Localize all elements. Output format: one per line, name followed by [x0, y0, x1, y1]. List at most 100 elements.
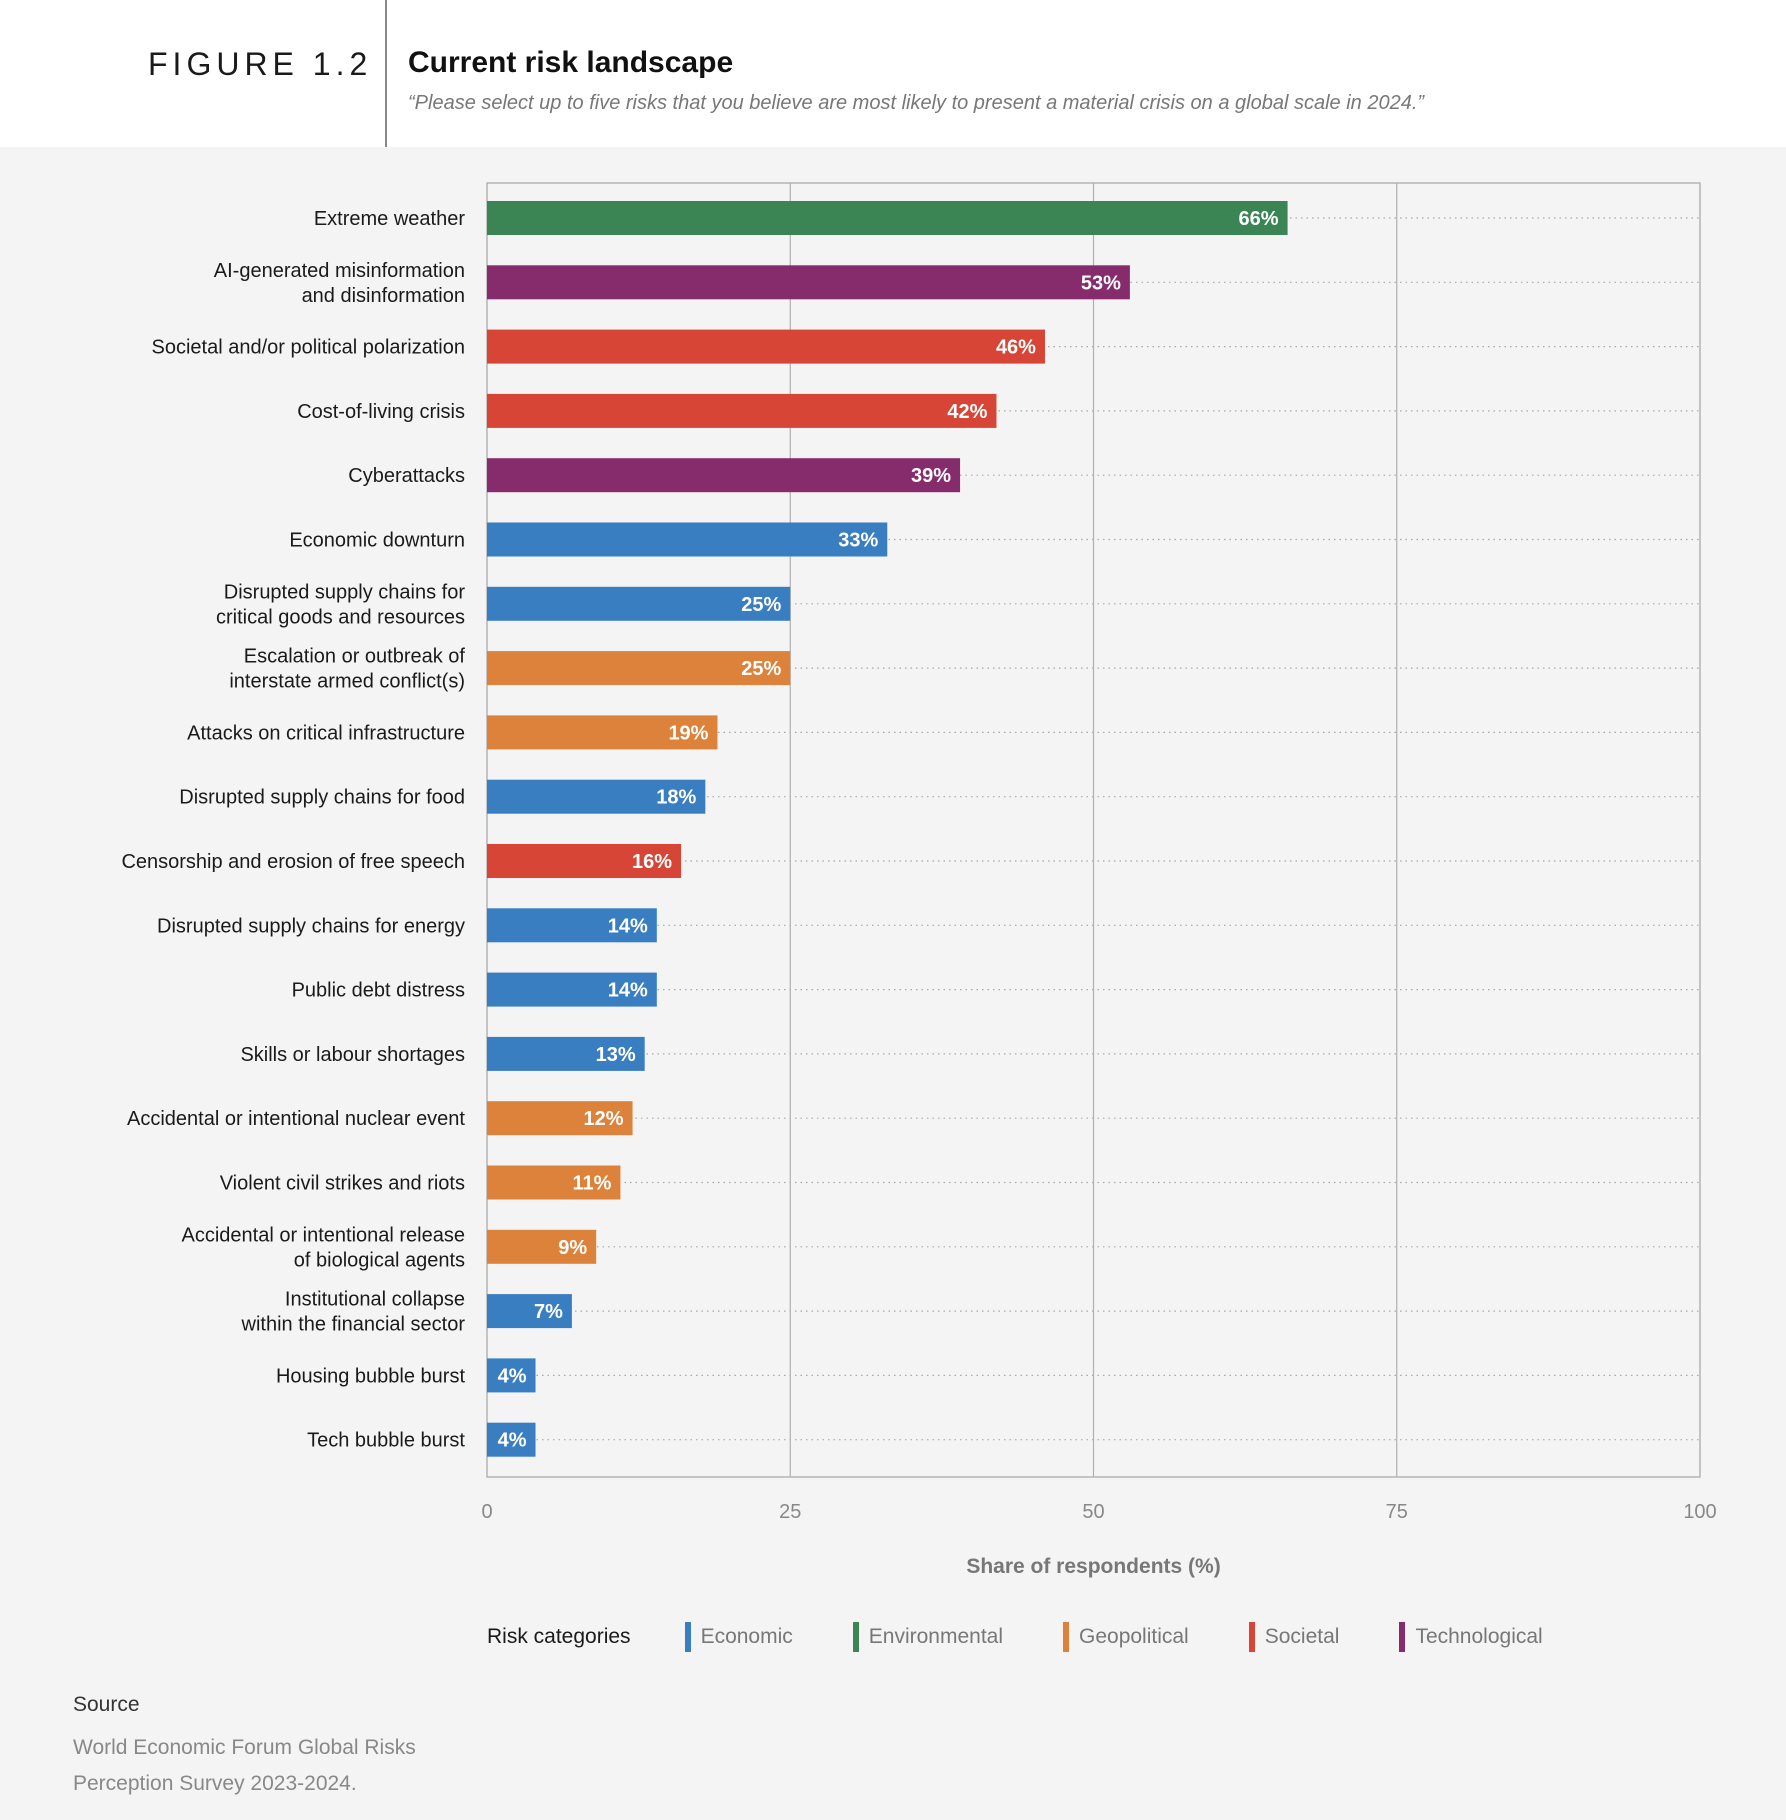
bar	[487, 779, 706, 814]
figure-label: FIGURE 1.2	[148, 46, 373, 82]
category-label: Escalation or outbreak of interstate arme…	[229, 646, 465, 693]
legend-label-technological: Technological	[1415, 1625, 1543, 1648]
category-label-line: Extreme weather	[314, 208, 466, 230]
figure-title: Current risk landscape	[408, 46, 734, 79]
category-label: Housing bubble burst	[276, 1365, 465, 1387]
bar	[487, 1036, 645, 1071]
legend-item-societal: Societal	[1248, 1622, 1340, 1652]
legend-label-geopolitical: Geopolitical	[1079, 1625, 1189, 1648]
category-label-line: Public debt distress	[292, 980, 465, 1002]
legend-swatch-environmental	[852, 1622, 859, 1652]
category-label-line: Disrupted supply chains for food	[179, 787, 465, 809]
bar-value-label: 39%	[911, 465, 951, 487]
category-label-line: Escalation or outbreak of	[244, 646, 466, 668]
category-label: Violent civil strikes and riots	[220, 1173, 465, 1195]
bar-value-label: 14%	[608, 980, 648, 1002]
source-label: Source	[73, 1693, 140, 1716]
category-label-line: Accidental or intentional release	[181, 1224, 465, 1246]
legend-label-societal: Societal	[1264, 1625, 1340, 1648]
figure-header: FIGURE 1.2 Current risk landscape “Pleas…	[0, 0, 1786, 147]
bar-value-label: 25%	[741, 594, 781, 616]
bar	[487, 1358, 536, 1393]
bar-value-label: 14%	[608, 915, 648, 937]
category-label: Attacks on critical infrastructure	[187, 722, 465, 744]
category-label-line: Tech bubble burst	[307, 1430, 465, 1452]
category-label-line: Disrupted supply chains for energy	[157, 915, 465, 937]
bar	[487, 201, 1288, 235]
category-label-line: within the financial sector	[241, 1314, 466, 1336]
bar-value-label: 46%	[996, 337, 1036, 359]
x-tick-label: 100	[1683, 1501, 1716, 1523]
legend-swatch-geopolitical	[1063, 1622, 1069, 1652]
x-tick-label: 25	[779, 1501, 801, 1523]
legend-title: Risk categories	[487, 1625, 631, 1648]
category-label-line: AI-generated misinformation	[214, 260, 465, 282]
bar	[487, 1229, 597, 1264]
category-label: AI-generated misinformation and disinform…	[214, 260, 465, 307]
category-label: Accidental or intentional nuclear event	[127, 1108, 465, 1130]
bar-value-label: 19%	[668, 722, 708, 744]
category-label: Disrupted supply chains for energy	[157, 915, 465, 937]
category-label-line: Societal and/or political polarization	[151, 337, 465, 359]
category-label: Disrupted supply chains for food	[179, 787, 465, 809]
bar-value-label: 13%	[596, 1044, 636, 1066]
category-label: Institutional collapse within the financi…	[241, 1289, 466, 1336]
legend-item-economic: Economic	[684, 1622, 793, 1652]
bar	[487, 908, 657, 943]
category-label: Accidental or intentional release of biol…	[181, 1224, 465, 1271]
header-divider	[385, 0, 387, 147]
bar	[487, 265, 1130, 300]
category-label-line: Censorship and erosion of free speech	[121, 851, 465, 873]
bar	[487, 1294, 572, 1329]
category-label-line: Accidental or intentional nuclear event	[127, 1108, 465, 1130]
bar-chart: 66% Extreme weather 53% AI-generated misinf…	[121, 182, 1717, 1578]
bar	[487, 715, 718, 750]
bar	[487, 586, 791, 621]
category-label-line: interstate armed conflict(s)	[229, 671, 465, 693]
legend-item-technological: Technological	[1399, 1622, 1543, 1652]
category-label-line: Housing bubble burst	[276, 1365, 465, 1387]
bar-value-label: 18%	[656, 787, 696, 809]
bar-value-label: 53%	[1081, 272, 1121, 294]
plot-frame	[486, 182, 1701, 1478]
chart-legend: Risk categories Economic Environmental G…	[487, 1622, 1603, 1652]
category-label-line: and disinformation	[302, 285, 465, 307]
category-label-line: Violent civil strikes and riots	[220, 1173, 465, 1195]
x-tick-label: 75	[1386, 1501, 1408, 1523]
bar-value-label: 11%	[572, 1173, 611, 1195]
category-label: Tech bubble burst	[307, 1430, 465, 1452]
bar	[487, 972, 657, 1007]
category-label: Cost-of-living crisis	[297, 401, 465, 423]
bar-value-label: 16%	[632, 851, 672, 873]
category-label: Economic downturn	[289, 530, 465, 552]
bar	[487, 458, 961, 493]
legend-label-environmental: Environmental	[868, 1625, 1003, 1648]
category-label: Censorship and erosion of free speech	[121, 851, 465, 873]
category-label-line: Cost-of-living crisis	[297, 401, 465, 423]
bar	[487, 1165, 621, 1200]
category-label: Cyberattacks	[348, 465, 465, 487]
x-tick-label: 0	[481, 1501, 492, 1523]
legend-item-geopolitical: Geopolitical	[1063, 1622, 1189, 1652]
category-label: Skills or labour shortages	[240, 1044, 465, 1066]
x-tick-label: 50	[1082, 1501, 1104, 1523]
bar-value-label: 9%	[558, 1237, 587, 1259]
bar	[487, 329, 1045, 364]
category-label-line: Skills or labour shortages	[240, 1044, 465, 1066]
bar-value-label: 7%	[534, 1301, 563, 1323]
category-label-line: of biological agents	[294, 1249, 465, 1271]
bar-value-label: 12%	[584, 1108, 624, 1130]
bar	[487, 1101, 633, 1136]
bar-value-label: 42%	[947, 401, 987, 423]
category-label-line: Institutional collapse	[285, 1289, 465, 1311]
bar-value-label: 33%	[838, 530, 878, 552]
bar-value-label: 66%	[1239, 208, 1279, 230]
legend-label-economic: Economic	[700, 1625, 793, 1648]
bar-value-label: 4%	[498, 1430, 527, 1452]
x-axis-title: Share of respondents (%)	[966, 1555, 1220, 1578]
figure-subtitle: “Please select up to five risks that you…	[408, 92, 1425, 114]
category-label-line: Cyberattacks	[348, 465, 465, 487]
category-label: Societal and/or political polarization	[151, 337, 465, 359]
legend-swatch-technological	[1399, 1622, 1406, 1652]
bar	[487, 651, 791, 686]
